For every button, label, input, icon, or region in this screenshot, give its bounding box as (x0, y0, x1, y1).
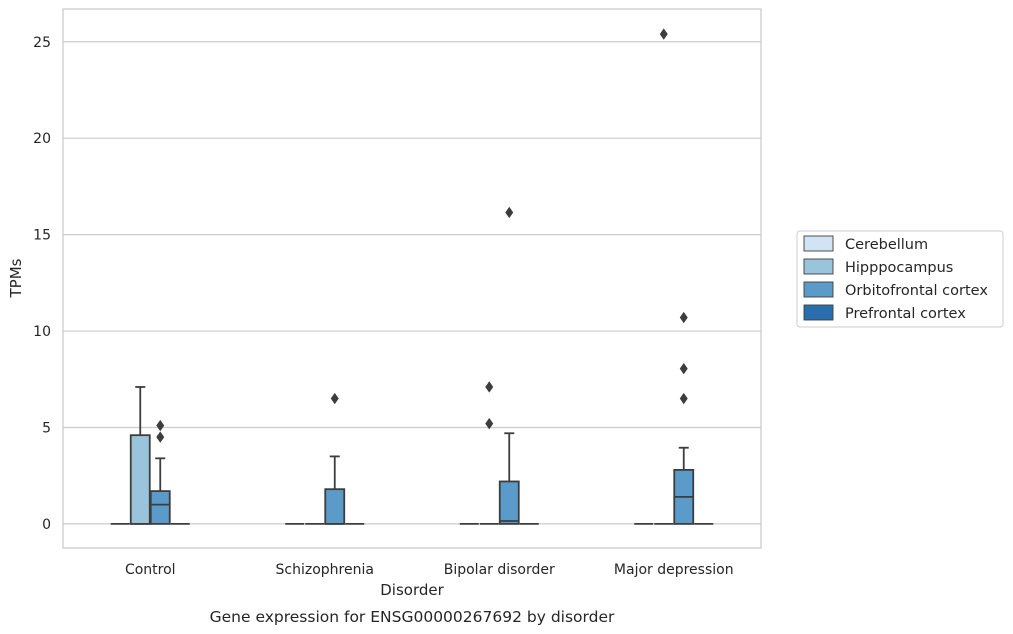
box-iqr (324, 488, 346, 525)
box-group (479, 381, 499, 525)
legend-swatch (803, 304, 834, 321)
outlier-point (679, 362, 688, 375)
box-group (654, 28, 674, 525)
box-iqr (129, 434, 151, 525)
x-tick-label: Bipolar disorder (444, 562, 555, 578)
outlier-point (330, 392, 339, 405)
y-tick-label: 10 (33, 324, 51, 340)
y-tick-label: 0 (42, 517, 51, 533)
y-tick-label: 25 (33, 35, 51, 51)
x-axis-ticks: Control Schizophrenia Bipolar disorder Majo… (125, 562, 734, 578)
box-group (149, 419, 171, 525)
outlier-point (485, 381, 494, 393)
legend-swatch (803, 235, 834, 252)
legend-label: Cerebellum (845, 237, 928, 253)
y-axis-label: TPMs (7, 258, 25, 298)
outlier-point (679, 311, 688, 324)
outlier-point (659, 28, 668, 40)
legend-swatch (803, 281, 834, 298)
box-group (129, 386, 151, 525)
grid-lines (63, 41, 761, 525)
box-series (110, 28, 714, 525)
x-tick-label: Major depression (614, 562, 734, 578)
legend-swatch (803, 258, 834, 275)
outlier-point (679, 392, 688, 405)
y-tick-label: 15 (33, 228, 51, 244)
outlier-point (485, 417, 494, 430)
chart-caption: Gene expression for ENSG00000267692 by d… (210, 608, 615, 626)
plot-frame (62, 8, 762, 549)
outlier-point (156, 419, 165, 432)
legend-label: Prefrontal cortex (845, 306, 966, 322)
legend: Cerebellum Hipppocampus Orbitofrontal cort… (796, 230, 1004, 328)
x-tick-label: Control (125, 562, 176, 578)
box-iqr (149, 490, 171, 525)
box-iqr (498, 480, 520, 525)
box-group (498, 206, 520, 525)
x-axis-label: Disorder (380, 581, 444, 599)
x-tick-label: Schizophrenia (276, 562, 374, 578)
legend-frame (796, 230, 1004, 328)
box-group (673, 311, 695, 525)
y-tick-label: 20 (33, 131, 51, 147)
legend-label: Hipppocampus (845, 260, 953, 276)
outlier-point (505, 206, 514, 219)
outlier-point (156, 431, 165, 443)
y-axis-ticks: 0 5 10 15 20 25 (33, 35, 51, 533)
y-tick-label: 5 (42, 420, 51, 436)
legend-label: Orbitofrontal cortex (845, 283, 988, 299)
box-group (324, 392, 346, 525)
